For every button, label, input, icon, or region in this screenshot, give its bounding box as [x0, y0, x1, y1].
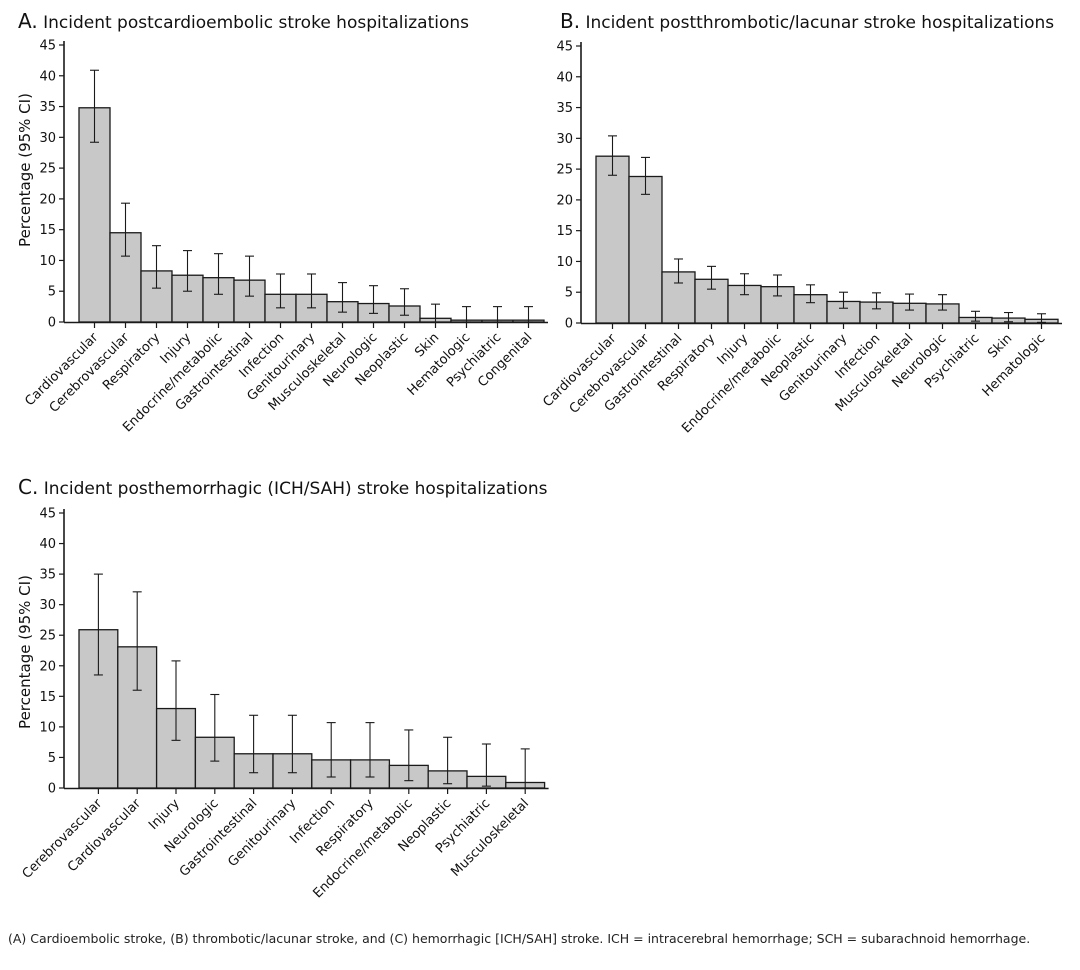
- chart-panel-c: C. Incident posthemorrhagic (ICH/SAH) st…: [16, 475, 549, 901]
- y-tick-label-b: 40: [556, 70, 573, 85]
- y-tick-label-a: 20: [39, 192, 56, 207]
- category-label-c: Injury: [146, 796, 183, 833]
- category-label-c: Genitourinary: [225, 796, 299, 870]
- y-tick-label-a: 10: [39, 254, 56, 269]
- chart-title-b: B. Incident postthrombotic/lacunar strok…: [560, 9, 1054, 33]
- bar-a: [140, 270, 173, 323]
- y-tick-label-b: 20: [556, 193, 573, 208]
- y-tick-label-a: 35: [39, 100, 56, 115]
- y-tick-label-a: 45: [39, 39, 56, 54]
- panel-title-text-c: Incident posthemorrhagic (ICH/SAH) strok…: [38, 479, 547, 499]
- y-tick-label-b: 25: [556, 163, 573, 178]
- y-tick-label-a: 25: [39, 162, 56, 177]
- y-tick-label-c: 40: [39, 537, 56, 552]
- bar-b: [595, 155, 630, 324]
- y-tick-label-c: 10: [39, 720, 56, 735]
- y-tick-label-b: 35: [556, 101, 573, 116]
- y-tick-label-a: 40: [39, 69, 56, 84]
- y-tick-label-b: 30: [556, 132, 573, 147]
- y-tick-label-c: 20: [39, 659, 56, 674]
- y-tick-label-c: 45: [39, 507, 56, 522]
- y-tick-label-a: 5: [48, 285, 56, 300]
- y-tick-label-b: 15: [556, 224, 573, 239]
- y-tick-label-c: 30: [39, 598, 56, 613]
- figure-caption: (A) Cardioembolic stroke, (B) thrombotic…: [8, 931, 1031, 946]
- y-axis-title-a: Percentage (95% CI): [16, 93, 34, 247]
- chart-title-c: C. Incident posthemorrhagic (ICH/SAH) st…: [18, 475, 548, 499]
- y-axis-title-c: Percentage (95% CI): [16, 575, 34, 729]
- chart-panel-a: A. Incident postcardioembolic stroke hos…: [16, 9, 548, 435]
- y-tick-label-b: 5: [565, 286, 573, 301]
- y-tick-label-b: 10: [556, 255, 573, 270]
- chart-title-a: A. Incident postcardioembolic stroke hos…: [18, 9, 469, 33]
- panel-title-text-a: Incident postcardioembolic stroke hospit…: [38, 13, 469, 33]
- chart-panel-b: B. Incident postthrombotic/lacunar strok…: [540, 9, 1062, 436]
- y-tick-label-a: 0: [48, 316, 56, 331]
- y-tick-label-b: 45: [556, 40, 573, 55]
- y-tick-label-c: 0: [48, 782, 56, 797]
- y-tick-label-c: 35: [39, 568, 56, 583]
- y-tick-label-a: 15: [39, 223, 56, 238]
- y-tick-label-c: 25: [39, 629, 56, 644]
- bar-b: [628, 175, 663, 324]
- y-tick-label-b: 0: [565, 317, 573, 332]
- y-tick-label-c: 5: [48, 751, 56, 766]
- bar-a: [78, 107, 111, 323]
- panel-title-text-b: Incident postthrombotic/lacunar stroke h…: [580, 13, 1054, 33]
- panel-letter-c: C.: [18, 475, 38, 499]
- y-tick-label-c: 15: [39, 690, 56, 705]
- category-label-c: Cardiovascular: [65, 796, 144, 875]
- y-tick-label-a: 30: [39, 131, 56, 146]
- figure: A. Incident postcardioembolic stroke hos…: [16, 9, 1062, 901]
- panel-letter-b: B.: [560, 9, 580, 33]
- panel-letter-a: A.: [18, 9, 38, 33]
